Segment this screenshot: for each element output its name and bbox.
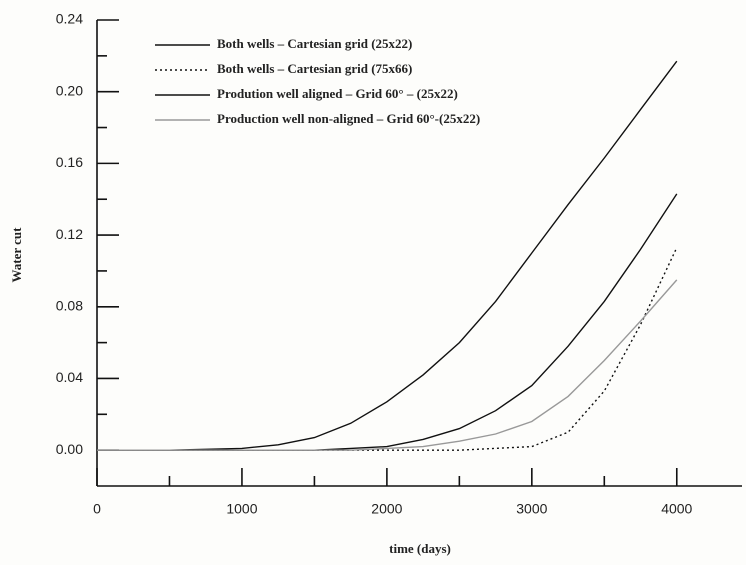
- legend-label: Both wells – Cartesian grid (25x22): [217, 36, 412, 51]
- series-line: [97, 279, 678, 451]
- x-tick-label: 3000: [516, 501, 547, 517]
- y-tick-label: 0.24: [56, 11, 83, 27]
- y-tick-label: 0.16: [56, 154, 83, 170]
- x-axis-label: time (days): [389, 541, 451, 556]
- y-tick-label: 0.04: [56, 369, 83, 385]
- legend-label: Both wells – Cartesian grid (75x66): [217, 61, 412, 76]
- y-tick-label: 0.12: [56, 226, 83, 242]
- legend-label: Production well non-aligned – Grid 60°-(…: [217, 111, 480, 126]
- legend-label: Prodution well aligned – Grid 60° – (25x…: [217, 86, 458, 101]
- x-tick-label: 2000: [371, 501, 402, 517]
- series-line: [97, 247, 678, 451]
- series-line: [97, 193, 678, 451]
- y-tick-label: 0.20: [56, 82, 83, 98]
- y-axis-label: Water cut: [9, 227, 24, 283]
- series-line: [97, 60, 678, 451]
- x-tick-label: 1000: [226, 501, 257, 517]
- x-tick-label: 0: [93, 501, 101, 517]
- y-tick-label: 0.08: [56, 297, 83, 313]
- y-tick-label: 0.00: [56, 441, 83, 457]
- x-tick-label: 4000: [661, 501, 692, 517]
